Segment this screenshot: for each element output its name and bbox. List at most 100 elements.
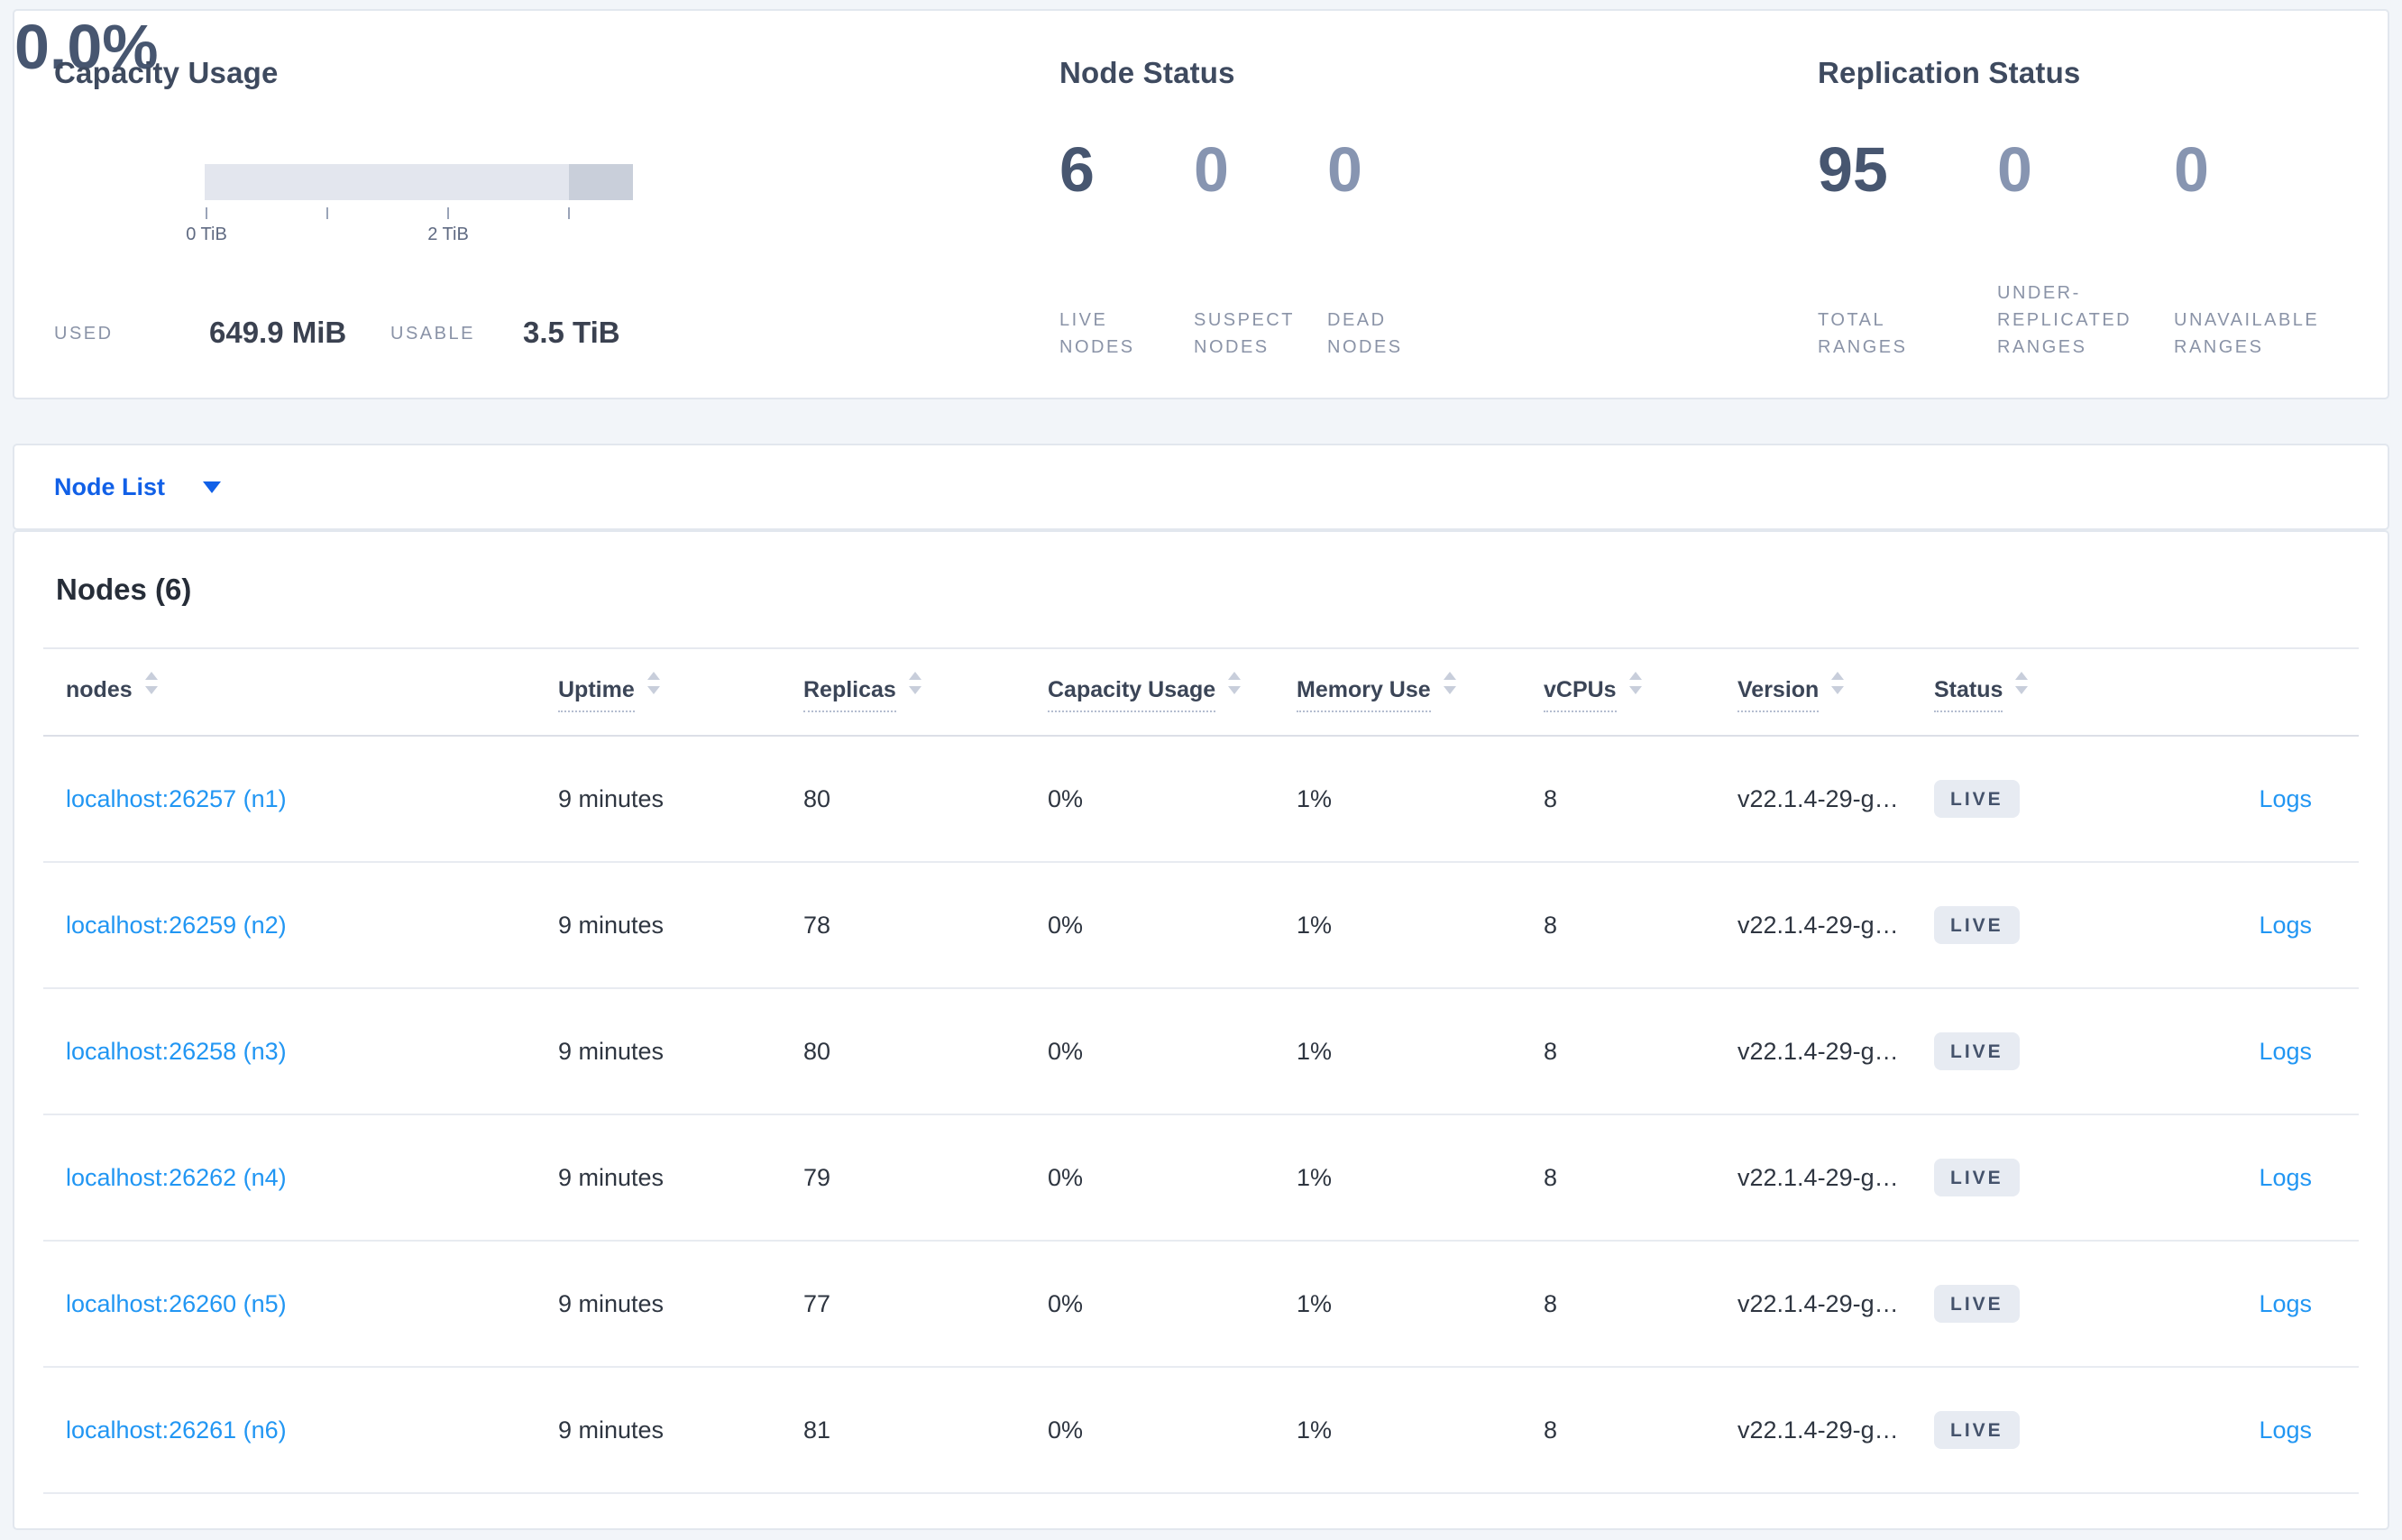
version-cell: v22.1.4-29-g… <box>1737 1416 1899 1444</box>
unavailable-ranges-metric: 0 UNAVAILABLE RANGES <box>2174 11 2345 401</box>
logs-link[interactable]: Logs <box>2259 1163 2312 1191</box>
nodes-table-card: Nodes (6) nodes Uptime Replicas Capacity… <box>13 530 2389 1530</box>
capacity-axis-tick <box>568 207 570 219</box>
table-row: localhost:26260 (n5) 9 minutes 77 0% 1% … <box>43 1242 2359 1368</box>
logs-link[interactable]: Logs <box>2259 1037 2312 1065</box>
replicas-cell: 80 <box>803 784 831 812</box>
version-cell: v22.1.4-29-g… <box>1737 1163 1899 1191</box>
column-header-memory-use[interactable]: Memory Use <box>1297 672 1544 712</box>
unavailable-ranges-value: 0 <box>2174 134 2209 205</box>
capacity-axis-label-2: 2 TiB <box>427 225 469 244</box>
vcpus-cell: 8 <box>1544 1163 1558 1191</box>
table-row: localhost:26258 (n3) 9 minutes 80 0% 1% … <box>43 989 2359 1115</box>
replicas-cell: 77 <box>803 1289 831 1317</box>
capacity-usage-cell: 0% <box>1048 1163 1084 1191</box>
uptime-cell: 9 minutes <box>558 1289 665 1317</box>
replicas-cell: 80 <box>803 1037 831 1065</box>
nodes-title-row: Nodes (6) <box>43 532 2359 649</box>
status-badge: LIVE <box>1934 1411 2020 1449</box>
suspect-nodes-value: 0 <box>1194 134 1229 205</box>
capacity-usage-cell: 0% <box>1048 911 1084 939</box>
node-status-title: Node Status <box>1059 56 1235 89</box>
table-row: localhost:26257 (n1) 9 minutes 80 0% 1% … <box>43 737 2359 863</box>
vcpus-cell: 8 <box>1544 1416 1558 1444</box>
capacity-usage-cell: 0% <box>1048 1289 1084 1317</box>
version-cell: v22.1.4-29-g… <box>1737 911 1899 939</box>
node-list-dropdown-label: Node List <box>54 472 166 500</box>
dead-nodes-label: DEAD NODES <box>1327 310 1403 357</box>
sort-icon[interactable] <box>646 672 660 701</box>
node-link[interactable]: localhost:26257 (n1) <box>66 784 287 812</box>
vcpus-cell: 8 <box>1544 911 1558 939</box>
logs-link[interactable]: Logs <box>2259 1416 2312 1444</box>
capacity-axis-tick <box>447 207 449 219</box>
capacity-usage-cell: 0% <box>1048 1416 1084 1444</box>
vcpus-cell: 8 <box>1544 1289 1558 1317</box>
dead-nodes-value: 0 <box>1327 134 1362 205</box>
logs-link[interactable]: Logs <box>2259 1289 2312 1317</box>
uptime-cell: 9 minutes <box>558 911 665 939</box>
node-link[interactable]: localhost:26262 (n4) <box>66 1163 287 1191</box>
capacity-usage-cell: 0% <box>1048 784 1084 812</box>
sort-icon[interactable] <box>1228 672 1242 701</box>
node-link[interactable]: localhost:26259 (n2) <box>66 911 287 939</box>
capacity-used-row: USED 649.9 MiB USABLE 3.5 TiB <box>54 305 685 350</box>
column-header-capacity-usage[interactable]: Capacity Usage <box>1048 672 1297 712</box>
live-nodes-label: LIVE NODES <box>1059 310 1135 357</box>
column-header-vcpus[interactable]: vCPUs <box>1544 672 1737 712</box>
column-header-version[interactable]: Version <box>1737 672 1934 712</box>
table-row: localhost:26262 (n4) 9 minutes 79 0% 1% … <box>43 1115 2359 1242</box>
under-replicated-ranges-label: UNDER- REPLICATED RANGES <box>1997 283 2132 357</box>
node-link[interactable]: localhost:26260 (n5) <box>66 1289 287 1317</box>
vcpus-cell: 8 <box>1544 784 1558 812</box>
table-row: localhost:26259 (n2) 9 minutes 78 0% 1% … <box>43 863 2359 989</box>
uptime-cell: 9 minutes <box>558 1037 665 1065</box>
usable-value: 3.5 TiB <box>523 316 620 349</box>
suspect-nodes-label: SUSPECT NODES <box>1194 310 1295 357</box>
under-replicated-ranges-value: 0 <box>1997 134 2032 205</box>
sort-icon[interactable] <box>144 672 158 701</box>
logs-link[interactable]: Logs <box>2259 911 2312 939</box>
capacity-percent-value: 0.0% <box>14 12 159 82</box>
sort-icon[interactable] <box>1443 672 1456 701</box>
cluster-summary-card: Capacity Usage 0.0% 0 TiB 2 TiB USED 649… <box>13 9 2389 399</box>
total-ranges-value: 95 <box>1818 134 1888 205</box>
capacity-bar-dark-segment <box>568 164 633 200</box>
replicas-cell: 78 <box>803 911 831 939</box>
table-row: localhost:26261 (n6) 9 minutes 81 0% 1% … <box>43 1368 2359 1494</box>
under-replicated-ranges-metric: 0 UNDER- REPLICATED RANGES <box>1997 11 2159 401</box>
node-link[interactable]: localhost:26261 (n6) <box>66 1416 287 1444</box>
version-cell: v22.1.4-29-g… <box>1737 1289 1899 1317</box>
dead-nodes-metric: 0 DEAD NODES <box>1327 11 1453 401</box>
sort-icon[interactable] <box>2015 672 2029 701</box>
capacity-usage-bar <box>205 164 633 200</box>
memory-use-cell: 1% <box>1297 1163 1333 1191</box>
sort-icon[interactable] <box>1628 672 1642 701</box>
status-badge: LIVE <box>1934 1159 2020 1196</box>
total-ranges-label: TOTAL RANGES <box>1818 310 1908 357</box>
logs-link[interactable]: Logs <box>2259 784 2312 812</box>
used-value: 649.9 MiB <box>209 316 347 349</box>
vcpus-cell: 8 <box>1544 1037 1558 1065</box>
live-nodes-metric: 6 LIVE NODES <box>1059 11 1186 401</box>
node-list-dropdown[interactable]: Node List <box>54 472 222 501</box>
suspect-nodes-metric: 0 SUSPECT NODES <box>1194 11 1322 401</box>
capacity-axis-tick <box>206 207 207 219</box>
nodes-table-title: Nodes (6) <box>56 573 192 606</box>
nodes-table-header: nodes Uptime Replicas Capacity Usage Mem… <box>43 649 2359 737</box>
replicas-cell: 79 <box>803 1163 831 1191</box>
memory-use-cell: 1% <box>1297 784 1333 812</box>
view-selector-card: Node List <box>13 444 2389 530</box>
capacity-axis-tick <box>326 207 328 219</box>
status-badge: LIVE <box>1934 906 2020 944</box>
sort-icon[interactable] <box>1831 672 1845 701</box>
used-label: USED <box>54 324 114 344</box>
memory-use-cell: 1% <box>1297 1289 1333 1317</box>
column-header-status[interactable]: Status <box>1934 672 2187 712</box>
column-header-replicas[interactable]: Replicas <box>803 672 1048 712</box>
column-header-uptime[interactable]: Uptime <box>558 672 803 712</box>
node-link[interactable]: localhost:26258 (n3) <box>66 1037 287 1065</box>
column-header-nodes[interactable]: nodes <box>66 672 558 712</box>
version-cell: v22.1.4-29-g… <box>1737 784 1899 812</box>
sort-icon[interactable] <box>908 672 921 701</box>
